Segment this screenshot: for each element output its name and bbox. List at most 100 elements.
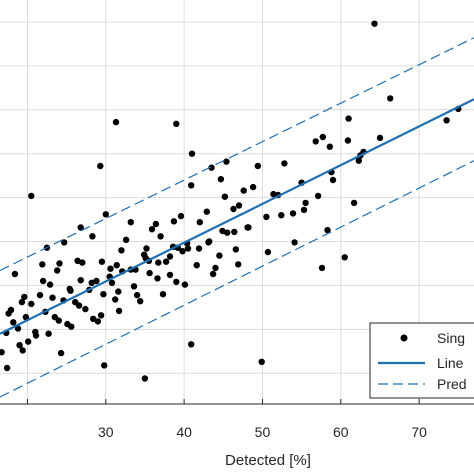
scatter-point <box>232 246 239 253</box>
x-axis-label: Detected [%] <box>225 452 311 469</box>
scatter-point <box>181 281 189 288</box>
scatter-point <box>60 239 68 246</box>
scatter-point <box>371 20 378 27</box>
scatter-point <box>216 252 223 259</box>
scatter-point <box>77 277 84 284</box>
scatter-point <box>217 176 225 183</box>
prediction-bound-line <box>0 160 474 398</box>
scatter-point <box>118 247 125 254</box>
scatter-point <box>326 143 333 150</box>
scatter-point <box>82 305 89 313</box>
legend-label-sing: Sing <box>437 330 465 346</box>
scatter-point <box>55 317 62 324</box>
scatter-point <box>122 236 130 243</box>
scatter-point <box>231 228 238 236</box>
scatter-point <box>264 248 272 256</box>
scatter-point <box>196 219 203 226</box>
scatter-point <box>25 338 32 345</box>
scatter-point <box>345 115 352 122</box>
scatter-point <box>143 245 150 252</box>
scatter-point <box>88 279 95 286</box>
scatter-point <box>39 277 47 285</box>
scatter-point <box>36 291 44 299</box>
regression-line <box>0 98 474 335</box>
scatter-point <box>314 192 322 200</box>
scatter-point <box>108 279 116 286</box>
scatter-point <box>112 118 120 126</box>
scatter-point <box>319 133 326 141</box>
scatter-point <box>318 264 326 272</box>
scatter-point <box>188 182 195 189</box>
scatter-point <box>155 259 162 266</box>
scatter-point <box>245 224 252 231</box>
scatter-point <box>302 199 309 207</box>
scatter-point <box>3 364 11 372</box>
scatter-point <box>19 347 26 354</box>
scatter-point <box>102 211 110 218</box>
scatter-point <box>0 349 5 356</box>
scatter-point <box>101 362 108 369</box>
scatter-point <box>77 224 84 231</box>
scatter-point <box>5 310 12 317</box>
scatter-point <box>154 275 161 282</box>
scatter-point <box>98 258 106 265</box>
scatter-point <box>100 291 107 298</box>
scatter-point <box>173 278 180 286</box>
scatter-point <box>350 199 358 207</box>
scatter-point <box>278 212 285 219</box>
tick-labels: 30 40 50 60 70 <box>26 399 427 440</box>
scatter-point <box>184 245 192 252</box>
scatter-point <box>289 210 297 217</box>
scatter-point <box>324 226 331 234</box>
scatter-point <box>133 291 141 299</box>
scatter-point <box>10 319 17 326</box>
scatter-point <box>32 328 39 336</box>
scatter-point <box>107 265 114 272</box>
scatter-point <box>173 120 180 128</box>
legend-box <box>369 322 474 399</box>
legend-label-pred: Pred <box>437 376 467 392</box>
scatter-point <box>90 315 97 322</box>
scatter-point <box>11 270 19 278</box>
scatter-point <box>14 325 22 332</box>
scatter-point <box>312 138 319 145</box>
scatter-point <box>329 176 337 184</box>
series-layer <box>0 20 474 398</box>
scatter-point <box>263 213 270 221</box>
scatter-point <box>21 293 28 301</box>
scatter-point <box>170 218 178 225</box>
scatter-point <box>127 219 134 226</box>
scatter-point <box>152 220 160 228</box>
scatter-point <box>113 262 120 269</box>
scatter-point <box>376 134 384 142</box>
scatter-point <box>166 253 174 260</box>
scatter-point <box>148 226 156 233</box>
x-tick-label: 60 <box>333 424 349 440</box>
x-tick-label: 30 <box>98 424 114 440</box>
scatter-point <box>57 349 65 357</box>
scatter-point <box>209 270 217 278</box>
scatter-point <box>67 287 74 294</box>
scatter-point <box>162 258 170 265</box>
scatter-point <box>203 208 210 215</box>
scatter-point <box>28 300 35 308</box>
scatter-point <box>387 95 394 102</box>
scatter-point <box>157 233 164 240</box>
legend: Sing Line Pred <box>369 322 474 399</box>
scatter-point <box>291 239 298 246</box>
scatter-point <box>75 302 83 309</box>
scatter-point <box>254 162 261 170</box>
legend-label-line: Line <box>437 355 464 371</box>
scatter-point <box>18 298 26 306</box>
scatter-point <box>258 358 265 365</box>
scatter-point <box>188 150 196 157</box>
scatter-point <box>179 248 186 255</box>
scatter-point <box>208 164 215 171</box>
scatter-point <box>56 260 63 267</box>
scatter-point <box>177 212 185 220</box>
scatter-point <box>221 193 229 200</box>
scatter-point <box>235 261 242 268</box>
scatter-point <box>28 192 35 200</box>
scatter-point <box>188 341 195 348</box>
